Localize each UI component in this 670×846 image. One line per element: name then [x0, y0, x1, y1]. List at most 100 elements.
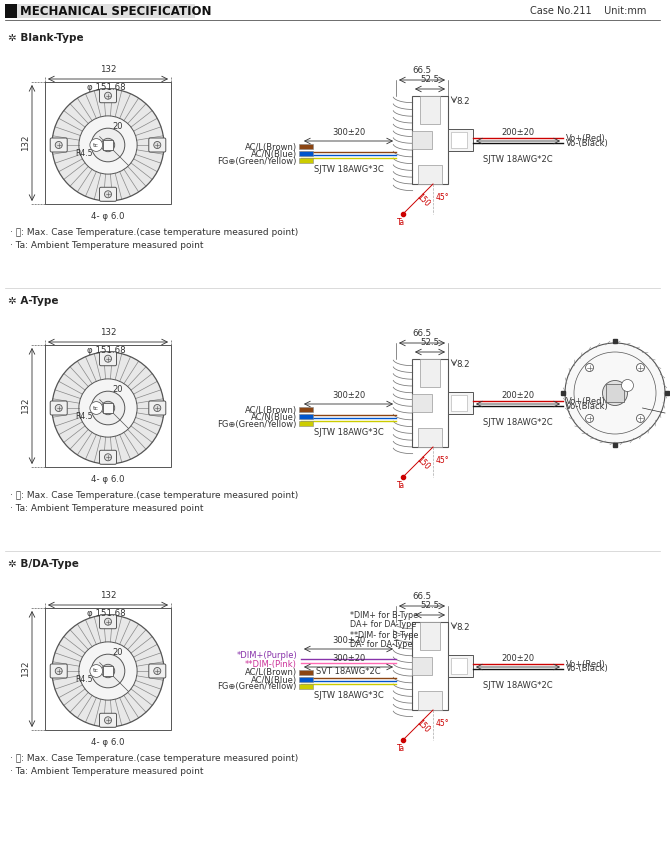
Text: 45°: 45°	[436, 719, 450, 728]
Circle shape	[55, 667, 62, 674]
Bar	[451, 132, 467, 148]
Text: Vo+(Red): Vo+(Red)	[566, 397, 606, 405]
Text: Case No.211    Unit:mm: Case No.211 Unit:mm	[530, 6, 647, 16]
Circle shape	[105, 453, 111, 461]
Circle shape	[91, 129, 125, 162]
Bar	[5, 4, 17, 18]
Text: 45°: 45°	[436, 456, 450, 465]
Bar	[420, 622, 440, 651]
Bar	[299, 414, 313, 419]
FancyBboxPatch shape	[100, 450, 117, 464]
Text: 300±20: 300±20	[332, 636, 365, 645]
Circle shape	[622, 380, 634, 392]
Text: Ta: Ta	[397, 744, 405, 753]
Text: AC/L(Brown): AC/L(Brown)	[245, 142, 297, 151]
Text: AC/N(Blue): AC/N(Blue)	[251, 150, 297, 158]
Text: 4- φ 6.0: 4- φ 6.0	[91, 475, 125, 484]
Circle shape	[105, 355, 111, 362]
Text: · Ⓖ: Max. Case Temperature.(case temperature measured point): · Ⓖ: Max. Case Temperature.(case tempera…	[10, 754, 298, 763]
Circle shape	[565, 343, 665, 443]
Text: tc: tc	[93, 405, 99, 410]
Circle shape	[52, 89, 164, 201]
Bar	[299, 407, 313, 412]
Bar	[451, 395, 467, 411]
Text: 4- φ 6.0: 4- φ 6.0	[91, 738, 125, 747]
Circle shape	[586, 415, 594, 422]
Text: · Ⓖ: Max. Case Temperature.(case temperature measured point): · Ⓖ: Max. Case Temperature.(case tempera…	[10, 228, 298, 237]
Text: 150: 150	[415, 454, 431, 471]
Bar	[299, 677, 313, 682]
Text: · Ta: Ambient Temperature measured point: · Ta: Ambient Temperature measured point	[10, 241, 204, 250]
Text: ✲ A-Type: ✲ A-Type	[8, 296, 58, 306]
Text: φ 151.68: φ 151.68	[86, 346, 125, 355]
FancyBboxPatch shape	[100, 615, 117, 629]
Text: 20: 20	[112, 123, 123, 131]
Circle shape	[105, 717, 111, 724]
Text: · Ⓖ: Max. Case Temperature.(case temperature measured point): · Ⓖ: Max. Case Temperature.(case tempera…	[10, 491, 298, 500]
Text: SJTW 18AWG*3C: SJTW 18AWG*3C	[314, 691, 383, 700]
Bar	[299, 684, 313, 689]
Text: DA- for DA-Type: DA- for DA-Type	[350, 640, 412, 649]
Text: φ 151.68: φ 151.68	[86, 609, 125, 618]
FancyBboxPatch shape	[50, 401, 67, 415]
Text: Vo+(Red): Vo+(Red)	[566, 660, 606, 668]
Text: FG⊕(Green/Yellow): FG⊕(Green/Yellow)	[218, 683, 297, 691]
Bar	[299, 670, 313, 675]
Text: φ 151.68: φ 151.68	[86, 83, 125, 92]
Text: SJTW 18AWG*2C: SJTW 18AWG*2C	[483, 418, 553, 427]
Text: 52.5: 52.5	[421, 338, 440, 347]
Bar	[418, 427, 442, 447]
Text: 132: 132	[100, 591, 117, 600]
Text: 300±20: 300±20	[332, 128, 365, 137]
Bar	[448, 392, 473, 414]
Text: **DIM- for B-Type: **DIM- for B-Type	[350, 631, 418, 640]
Text: 8.2: 8.2	[456, 360, 470, 369]
Text: 4- φ 6.0: 4- φ 6.0	[91, 212, 125, 221]
Text: 8.2: 8.2	[456, 96, 470, 106]
Text: 300±20: 300±20	[332, 654, 365, 663]
Text: DA+ for DA-Type: DA+ for DA-Type	[350, 620, 416, 629]
Circle shape	[55, 141, 62, 149]
Text: 300±20: 300±20	[332, 391, 365, 400]
Bar	[412, 657, 431, 675]
FancyBboxPatch shape	[149, 401, 165, 415]
Circle shape	[55, 404, 62, 411]
Circle shape	[154, 667, 161, 674]
Bar	[412, 96, 448, 184]
Text: AC/N(Blue): AC/N(Blue)	[251, 675, 297, 684]
Bar	[412, 622, 448, 710]
Circle shape	[90, 665, 103, 678]
Circle shape	[586, 364, 594, 371]
Text: AC/N(Blue): AC/N(Blue)	[251, 413, 297, 421]
Circle shape	[154, 404, 161, 411]
Text: tc: tc	[93, 668, 99, 673]
FancyBboxPatch shape	[149, 138, 165, 152]
Bar	[45, 82, 171, 204]
Text: AC/L(Brown): AC/L(Brown)	[245, 668, 297, 678]
Bar	[5, 4, 17, 16]
Text: 200±20: 200±20	[501, 128, 535, 137]
Text: ✲ B/DA-Type: ✲ B/DA-Type	[8, 559, 79, 569]
Text: 132: 132	[21, 661, 30, 678]
Text: *DIM+(Purple): *DIM+(Purple)	[237, 651, 297, 661]
Text: 20: 20	[112, 648, 123, 657]
Bar	[299, 151, 313, 156]
Bar	[451, 658, 467, 674]
Text: Ta: Ta	[397, 217, 405, 227]
FancyBboxPatch shape	[100, 187, 117, 201]
Bar	[45, 345, 171, 467]
Circle shape	[101, 138, 115, 151]
Text: AC/L(Brown): AC/L(Brown)	[245, 405, 297, 415]
Text: 150: 150	[415, 717, 431, 734]
Text: SJTW 18AWG*3C: SJTW 18AWG*3C	[314, 165, 383, 174]
Text: SVT 18AWG*2C: SVT 18AWG*2C	[316, 667, 381, 676]
Text: 52.5: 52.5	[421, 75, 440, 84]
Text: 66.5: 66.5	[413, 592, 431, 601]
Text: 200±20: 200±20	[501, 654, 535, 663]
Circle shape	[105, 618, 111, 625]
Bar	[420, 96, 440, 124]
Text: R4.5: R4.5	[76, 675, 93, 684]
Circle shape	[602, 381, 628, 405]
Bar	[412, 394, 431, 412]
Text: tc: tc	[93, 142, 99, 147]
